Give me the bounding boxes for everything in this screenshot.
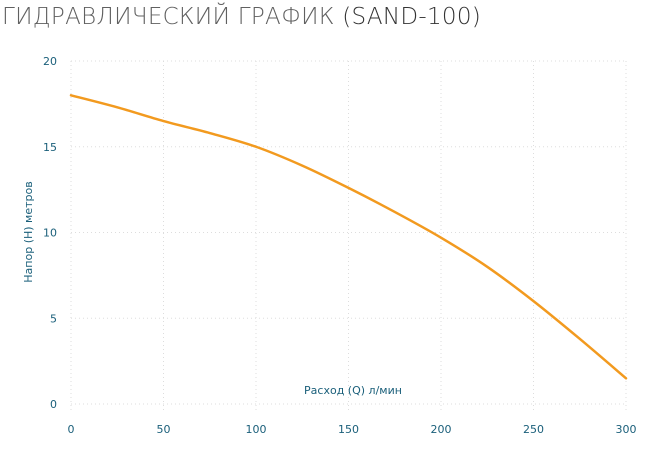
y-tick-labels: 0 5 10 15 20 — [43, 55, 57, 411]
y-tick-label: 10 — [43, 227, 57, 240]
x-tick-label: 100 — [246, 423, 267, 436]
x-tick-label: 300 — [616, 423, 637, 436]
y-tick-label: 15 — [43, 141, 57, 154]
x-tick-label: 150 — [338, 423, 359, 436]
y-tick-label: 20 — [43, 55, 57, 68]
x-tick-label: 250 — [523, 423, 544, 436]
y-axis-title: Напор (H) метров — [22, 181, 35, 282]
x-tick-label: 0 — [68, 423, 75, 436]
grid-lines — [70, 60, 627, 410]
x-tick-label: 200 — [431, 423, 452, 436]
chart-title-main: ГИДРАВЛИЧЕСКИЙ ГРАФИК — [2, 4, 335, 30]
y-tick-label: 5 — [50, 312, 57, 325]
series-group — [69, 94, 628, 380]
x-tick-labels: 0 50 100 150 200 250 300 — [68, 423, 637, 436]
y-tick-label: 0 — [50, 398, 57, 411]
chart-title: ГИДРАВЛИЧЕСКИЙ ГРАФИК (SAND-100) — [2, 4, 481, 30]
x-tick-label: 50 — [157, 423, 171, 436]
chart-title-model: (SAND-100) — [342, 4, 482, 30]
series-line — [69, 94, 628, 380]
x-axis-title: Расход (Q) л/мин — [304, 384, 402, 397]
